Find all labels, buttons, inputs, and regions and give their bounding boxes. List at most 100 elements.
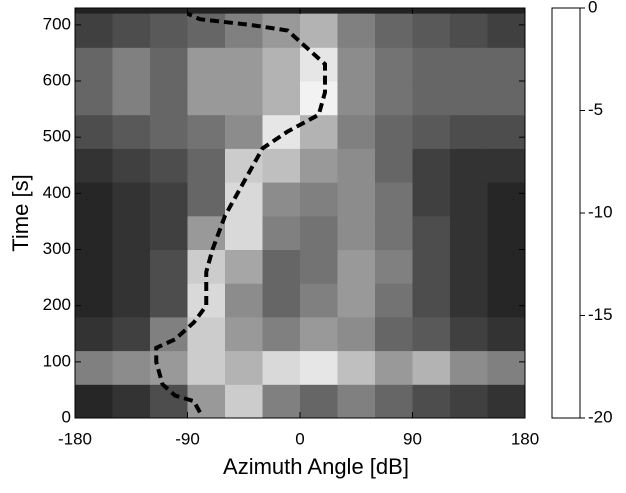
heatmap-cell (300, 215, 338, 251)
colorbar (551, 7, 581, 419)
heatmap-cell (375, 283, 413, 318)
heatmap-cell (75, 215, 113, 251)
heatmap-cell (112, 182, 151, 217)
heatmap-cell (225, 283, 263, 318)
heatmap-cell (337, 182, 376, 217)
heatmap-cell (150, 182, 188, 217)
colorbar-tick-label: -5 (588, 100, 603, 119)
heatmap-cell (300, 13, 338, 48)
heatmap-cell (75, 384, 113, 419)
heatmap-cell (450, 114, 488, 149)
heatmap-cell (487, 316, 526, 352)
heatmap-cell (450, 148, 488, 183)
heatmap-cell (187, 249, 226, 284)
heatmap-cell (450, 215, 488, 251)
heatmap-cell (450, 81, 488, 116)
heatmap-cell (225, 114, 263, 149)
heatmap-cell (337, 249, 376, 284)
heatmap-cell (150, 249, 188, 284)
heatmap-cell (225, 182, 263, 217)
heatmap-cell (487, 13, 526, 48)
heatmap-cell (450, 350, 488, 385)
heatmap-cell (375, 114, 413, 149)
heatmap-cell (262, 215, 301, 251)
heatmap-cell (375, 316, 413, 352)
heatmap-cell (262, 316, 301, 352)
heatmap-cell (225, 47, 263, 82)
x-tick-label: -90 (175, 429, 200, 448)
heatmap-cell (412, 148, 451, 183)
heatmap-cell (300, 350, 338, 385)
heatmap-cell (75, 114, 113, 149)
heatmap-cell (337, 81, 376, 116)
heatmap-cell (450, 47, 488, 82)
heatmap-cell (337, 283, 376, 318)
y-tick-label: 300 (43, 239, 71, 258)
heatmap-cell (375, 384, 413, 419)
heatmap-cell (487, 215, 526, 251)
y-tick-label: 600 (43, 70, 71, 89)
heatmap-cell (262, 148, 301, 183)
heatmap-cell (300, 283, 338, 318)
heatmap-cell (300, 384, 338, 419)
heatmap-cell (450, 283, 488, 318)
heatmap-cell (75, 350, 113, 385)
heatmap-cell (150, 13, 188, 48)
heatmap-cell (262, 283, 301, 318)
heatmap-cell (262, 81, 301, 116)
heatmap-cell (337, 215, 376, 251)
heatmap-cell (75, 249, 113, 284)
heatmap-cell (187, 384, 226, 419)
heatmap-cell (375, 81, 413, 116)
heatmap-cell (375, 215, 413, 251)
heatmap-cell (412, 114, 451, 149)
heatmap-cell (150, 114, 188, 149)
heatmap-cell (487, 47, 526, 82)
heatmap-cell (150, 215, 188, 251)
heatmap-cell (412, 384, 451, 419)
heatmap-cell (262, 384, 301, 419)
heatmap-cell (412, 13, 451, 48)
heatmap-cell (337, 13, 376, 48)
heatmap-cell (375, 182, 413, 217)
heatmap-cell (450, 13, 488, 48)
x-axis-label: Azimuth Angle [dB] (223, 454, 409, 479)
heatmap-cell (112, 316, 151, 352)
heatmap-cell (487, 182, 526, 217)
heatmap-cell (412, 283, 451, 318)
heatmap-cell (225, 13, 263, 48)
heatmap-cell (450, 182, 488, 217)
y-tick-label: 500 (43, 127, 71, 146)
heatmap-cell (75, 182, 113, 217)
heatmap-cell (112, 13, 151, 48)
colorbar-tick-label: -10 (588, 202, 613, 221)
colorbar-tick-label: -20 (588, 407, 613, 426)
x-tick-label: 180 (511, 429, 539, 448)
heatmap-cell (487, 81, 526, 116)
heatmap-cell (112, 47, 151, 82)
heatmap-cell (112, 215, 151, 251)
heatmap-cell (75, 316, 113, 352)
heatmap-cell (375, 350, 413, 385)
heatmap-cell (225, 215, 263, 251)
heatmap-cell (412, 182, 451, 217)
y-tick-label: 200 (43, 295, 71, 314)
heatmap-cell (225, 81, 263, 116)
heatmap-cell (375, 47, 413, 82)
heatmap-cell (300, 114, 338, 149)
heatmap-cell (262, 47, 301, 82)
y-axis-label: Time [s] (8, 174, 33, 251)
heatmap-cell (337, 316, 376, 352)
track-line (154, 11, 327, 414)
heatmap-cell (487, 249, 526, 284)
heatmap-cell (450, 384, 488, 419)
heatmap-cell (187, 350, 226, 385)
heatmap-cell (337, 114, 376, 149)
heatmap-cell (412, 316, 451, 352)
heatmap-cell (450, 249, 488, 284)
heatmap-cell (187, 148, 226, 183)
heatmap-cell (150, 384, 188, 419)
heatmap-cell (187, 182, 226, 217)
heatmap-cell (150, 148, 188, 183)
heatmap-cell (112, 114, 151, 149)
